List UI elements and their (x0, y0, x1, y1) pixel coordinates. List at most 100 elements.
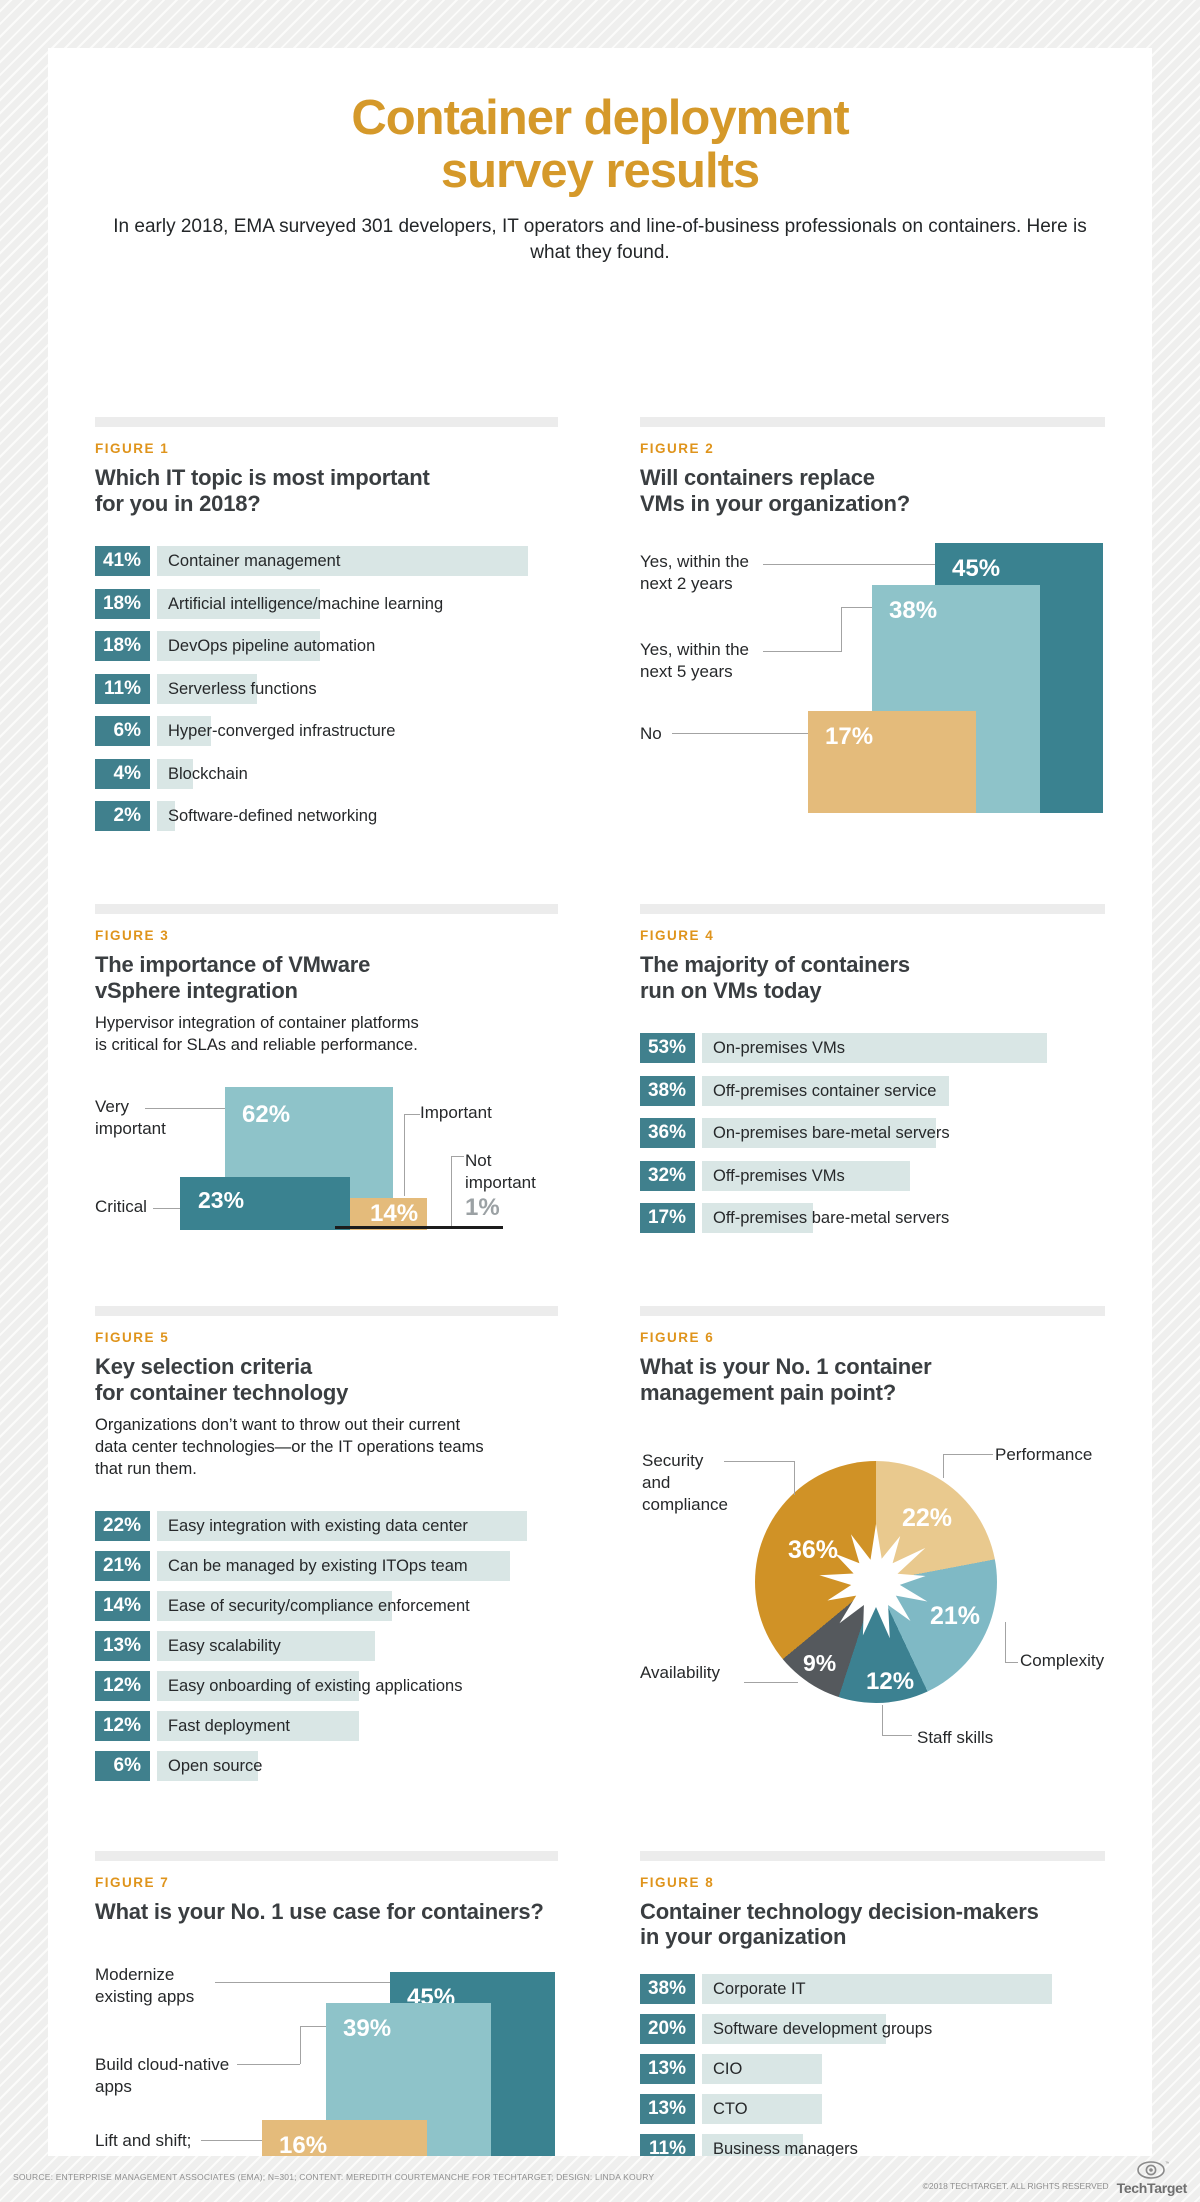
bar-label: DevOps pipeline automation (168, 637, 376, 656)
percent-badge: 6% (95, 716, 150, 747)
bar (702, 2094, 822, 2125)
bar-row: 12% Fast deployment (95, 1710, 558, 1741)
connector-line (237, 2064, 300, 2066)
bar-row: 11% Serverless functions (95, 673, 558, 704)
category-label: Critical (95, 1196, 147, 1216)
percent-badge: 11% (95, 673, 150, 704)
bar-label: Hyper-converged infrastructure (168, 722, 396, 741)
percent-badge: 38% (640, 1974, 695, 2005)
bar-label: Ease of security/compliance enforcement (168, 1596, 470, 1615)
figure6-section: FIGURE 6 What is your No. 1 container ma… (640, 1305, 1105, 1791)
connector-line (300, 2026, 301, 2065)
bar-row: 18% DevOps pipeline automation (95, 631, 558, 662)
percent-badge: 4% (95, 758, 150, 789)
connector-line (724, 1461, 794, 1463)
connector-line (404, 1113, 405, 1196)
connector-line (404, 1113, 420, 1115)
figure2-section: FIGURE 2 Will containers replace VMs in … (640, 417, 1105, 844)
percent-badge: 13% (95, 1630, 150, 1661)
bar-row: 13% CIO (640, 2054, 1105, 2085)
bar (702, 1118, 936, 1149)
square-16pct: 16% (262, 2119, 427, 2156)
figure-title: Container technology decision-makers in … (640, 1898, 1039, 1950)
square-23pct: 23% (180, 1177, 350, 1230)
svg-text:™: ™ (1165, 2161, 1169, 2167)
figure-tag: FIGURE 6 (640, 1329, 715, 1345)
connector-line (145, 1107, 225, 1109)
bar-row: 32% Off-premises VMs (640, 1160, 1105, 1191)
section-divider (95, 417, 558, 427)
section-divider (95, 903, 558, 914)
pie-percent-label: 9% (803, 1650, 837, 1677)
connector-line (153, 1207, 180, 1209)
bar (157, 716, 212, 747)
bar-row: 4% Blockchain (95, 758, 558, 789)
figure-title: The majority of containers run on VMs to… (640, 951, 910, 1003)
connector-line (841, 607, 842, 653)
pie-category-label: Availability (640, 1663, 721, 1683)
bar-label: On-premises VMs (713, 1039, 846, 1058)
bar (157, 758, 194, 789)
bar (702, 1974, 1052, 2005)
bar-label: Easy integration with existing data cent… (168, 1516, 468, 1535)
bar (157, 801, 176, 832)
section-divider (640, 1305, 1105, 1316)
bar-label: Off-premises bare-metal servers (713, 1209, 950, 1228)
percent-badge: 41% (95, 546, 150, 577)
bar (702, 1203, 813, 1234)
square-percent-label: 23% (198, 1187, 245, 1214)
bar-label: Easy onboarding of existing applications (168, 1676, 463, 1695)
figure-tag: FIGURE 8 (640, 1874, 715, 1890)
footer-right: ©2018 TECHTARGET. ALL RIGHTS RESERVED ™ … (923, 2159, 1188, 2196)
pie-category-label: Complexity (1020, 1651, 1105, 1671)
percent-badge: 38% (640, 1075, 695, 1106)
bar-label: Artificial intelligence/machine learning (168, 594, 444, 613)
figure-title: Will containers replace VMs in your orga… (640, 465, 911, 516)
bar-row: 53% On-premises VMs (640, 1033, 1105, 1064)
page-subtitle: In early 2018, EMA surveyed 301 develope… (113, 215, 1087, 264)
square-percent-label: 62% (242, 1101, 291, 1129)
bar-row: 6% Hyper-converged infrastructure (95, 716, 558, 747)
connector-line (451, 1155, 452, 1228)
percent-badge: 2% (95, 801, 150, 832)
figure-title: Which IT topic is most important for you… (95, 465, 430, 516)
percent-label-1pct: 1% (465, 1193, 500, 1221)
bar-list: 38% Corporate IT 20% Software development … (640, 1974, 1105, 2156)
brand-name: TechTarget (1116, 2180, 1188, 2196)
bar (157, 1710, 359, 1741)
bar-row: 14% Ease of security/compliance enforceme… (95, 1590, 558, 1621)
section-divider (95, 1850, 558, 1861)
percent-badge: 32% (640, 1160, 695, 1191)
bar (157, 1670, 359, 1701)
percent-badge: 22% (95, 1510, 150, 1541)
figure-title: The importance of VMware vSphere integra… (95, 951, 371, 1003)
category-label: No (640, 724, 662, 744)
figure-tag: FIGURE 4 (640, 927, 715, 943)
bar-row: 6% Open source (95, 1750, 558, 1781)
bar-row: 13% Easy scalability (95, 1630, 558, 1661)
bar-row: 11% Business managers (640, 2134, 1105, 2156)
bar-row: 13% CTO (640, 2094, 1105, 2125)
connector-line (943, 1454, 993, 1456)
figure-tag: FIGURE 2 (640, 441, 715, 456)
connector-line (882, 1735, 912, 1737)
bar-label: On-premises bare-metal servers (713, 1124, 950, 1143)
connector-line (451, 1155, 464, 1157)
page-footer: SOURCE: ENTERPRISE MANAGEMENT ASSOCIATES… (0, 2152, 1200, 2202)
percent-badge: 53% (640, 1033, 695, 1064)
connector-line (943, 1454, 944, 1479)
bar (157, 588, 320, 619)
connector-line (1005, 1662, 1018, 1664)
starburst-icon (819, 1524, 928, 1639)
bar-label: Software-defined networking (168, 807, 378, 826)
bar-label: Serverless functions (168, 679, 317, 698)
bar (702, 1075, 949, 1106)
bar-row: 20% Software development groups (640, 2014, 1105, 2045)
infographic-card: Container deployment survey results In e… (48, 48, 1152, 2156)
bar-label: Off-premises container service (713, 1081, 937, 1100)
section-divider (640, 417, 1105, 427)
figure-tag: FIGURE 5 (95, 1329, 170, 1345)
square-17pct: 17% (808, 711, 976, 814)
connector-line (201, 2140, 262, 2142)
connector-line (763, 564, 935, 566)
